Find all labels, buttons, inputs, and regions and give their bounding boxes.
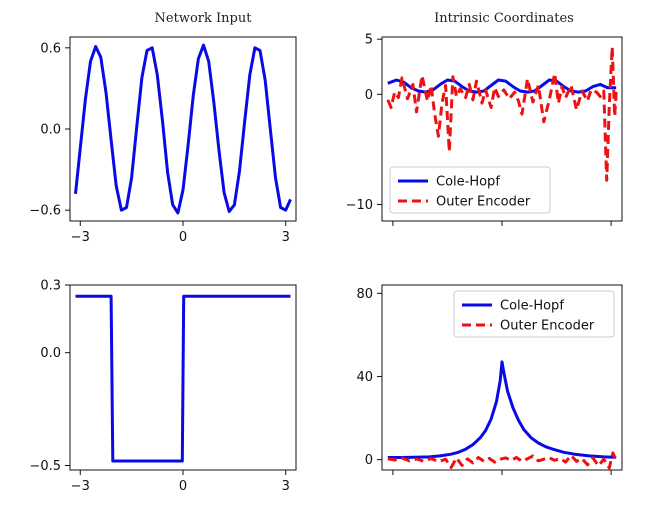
y-tick-label: 0.0 <box>40 346 61 361</box>
y-tick-label: −10 <box>346 198 373 213</box>
series-line-outer-encoder <box>386 45 618 182</box>
series-line-outer-encoder <box>387 451 618 470</box>
legend-box <box>453 290 615 338</box>
series-line-cole-hopf <box>387 360 617 459</box>
y-tick-label: 0 <box>365 88 373 103</box>
x-tick-label: 0 <box>179 230 187 245</box>
y-tick-label: 0.6 <box>40 41 61 56</box>
y-tick-label: 5 <box>365 33 373 48</box>
series-line-input <box>75 294 291 463</box>
series-line-input <box>74 43 292 215</box>
legend-label-outer-encoder: Outer Encoder <box>436 195 531 210</box>
legend: Cole-Hopf Outer Encoder <box>453 290 615 338</box>
panel-top-left-network-input: −3 0 3 0.6 0.0 −0.6 <box>29 36 297 245</box>
legend-label-cole-hopf: Cole-Hopf <box>500 299 564 314</box>
panel-top-right-intrinsic-coordinates: 5 0 −10 Cole-Hopf Outer Encoder <box>346 33 623 226</box>
legend-label-cole-hopf: Cole-Hopf <box>436 175 500 190</box>
x-tick-label: 3 <box>282 479 290 494</box>
x-tick-label: −3 <box>71 230 90 245</box>
x-tick-label: −3 <box>71 479 90 494</box>
y-tick-label: 40 <box>356 370 373 385</box>
y-tick-label: 0 <box>365 453 373 468</box>
legend-box <box>389 166 551 214</box>
x-tick-label: 3 <box>282 230 290 245</box>
column-title-network-input: Network Input <box>155 11 253 26</box>
y-tick-label: −0.5 <box>29 459 61 474</box>
y-tick-label: −0.6 <box>29 204 61 219</box>
panel-bottom-left-network-input: −3 0 3 0.3 0.0 −0.5 <box>29 279 297 494</box>
y-tick-label: 0.0 <box>40 123 61 138</box>
legend: Cole-Hopf Outer Encoder <box>389 166 551 214</box>
column-title-intrinsic-coordinates: Intrinsic Coordinates <box>434 11 574 26</box>
x-tick-label: 0 <box>179 479 187 494</box>
y-tick-label: 0.3 <box>40 279 61 294</box>
legend-label-outer-encoder: Outer Encoder <box>500 319 595 334</box>
panel-bottom-right-intrinsic-coordinates: 80 40 0 Cole-Hopf Outer Encoder <box>356 284 623 475</box>
y-tick-label: 80 <box>356 287 373 302</box>
